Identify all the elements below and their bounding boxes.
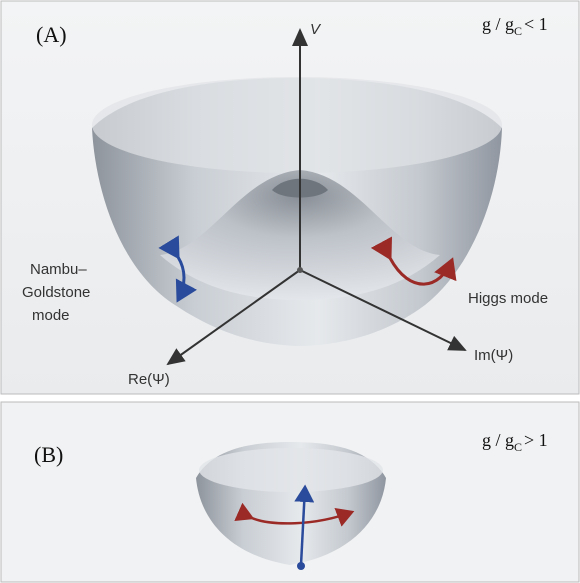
origin — [297, 267, 303, 273]
goldstone-label: Nambu– — [30, 261, 87, 278]
bowl-rim-b — [199, 448, 383, 492]
condition-sub: C — [514, 24, 522, 38]
condition-rest: < 1 — [524, 14, 548, 34]
panel-a-label: (A) — [36, 22, 67, 47]
axis-im — [299, 269, 467, 351]
axis-re-label: Re(Ψ) — [128, 371, 170, 388]
goldstone-arrow — [158, 235, 198, 303]
goldstone-label: Goldstone — [22, 284, 90, 301]
condition-sub: C — [514, 440, 522, 454]
panel-a-condition: g / gC < 1 — [482, 14, 548, 38]
condition-base: g / g — [482, 14, 514, 34]
panel-b-label: (B) — [34, 442, 63, 467]
axis-im-label: Im(Ψ) — [474, 347, 513, 364]
condition-rest: > 1 — [524, 430, 548, 450]
goldstone-arrow-b — [294, 484, 315, 566]
axis-v-label: V — [310, 21, 322, 38]
higgs-arrow — [370, 236, 457, 286]
panel-b-condition: g / gC > 1 — [482, 430, 548, 454]
higgs-arrow-b — [234, 502, 355, 527]
bowl-rim — [92, 77, 502, 173]
condition-base: g / g — [482, 430, 514, 450]
goldstone-label: mode — [32, 307, 70, 324]
axis-re — [166, 269, 301, 366]
higgs-label: Higgs mode — [468, 290, 548, 307]
minimum-b — [297, 562, 305, 570]
